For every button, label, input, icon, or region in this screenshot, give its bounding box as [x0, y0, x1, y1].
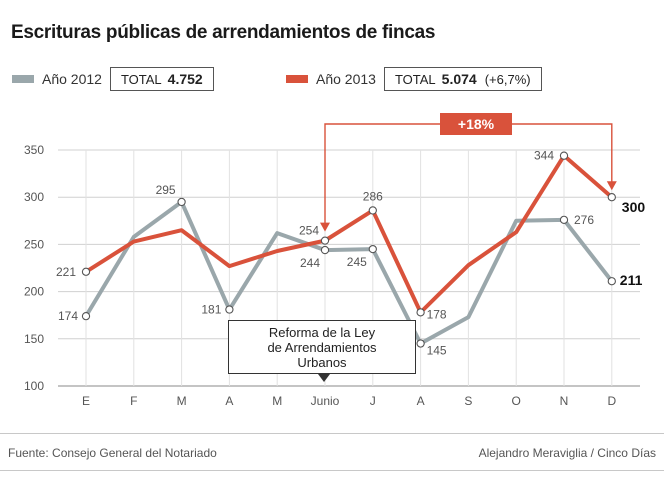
legend-swatch-2012	[12, 75, 34, 83]
point-marker-s1-6	[368, 206, 377, 215]
x-tick-label-4: M	[272, 394, 282, 408]
point-marker-s0-3	[225, 305, 234, 314]
reform-annotation-line-3: Urbanos	[297, 355, 347, 370]
data-label-s0-3: 181	[201, 303, 221, 317]
point-marker-s0-6	[368, 244, 377, 254]
point-marker-s0-11	[607, 277, 616, 286]
point-marker-s1-5	[320, 236, 330, 245]
data-label-s1-7: 178	[427, 307, 447, 321]
data-label-s1-5: 254	[299, 224, 319, 238]
data-label-s0-0: 174	[58, 309, 78, 323]
x-tick-label-7: A	[417, 394, 425, 408]
reform-annotation: Reforma de la Ley de Arrendamientos Urba…	[228, 320, 416, 374]
data-label-s0-6: 245	[347, 255, 367, 269]
chart-title: Escrituras públicas de arrendamientos de…	[11, 22, 436, 43]
data-label-s0-11: 211	[620, 272, 643, 288]
change-callout-badge	[440, 113, 512, 135]
point-marker-s0-10	[559, 215, 569, 225]
point-marker-s0-0	[81, 311, 91, 321]
y-tick-label-150: 150	[24, 332, 44, 346]
total-box-2012: TOTAL 4.752	[109, 67, 214, 91]
x-tick-label-6: J	[370, 394, 376, 408]
data-label-s1-6: 286	[363, 189, 383, 203]
point-marker-s1-0	[81, 267, 91, 276]
change-callout-arrow-end	[606, 181, 617, 191]
point-marker-s1-11	[607, 193, 616, 202]
data-label-s1-11: 300	[622, 199, 646, 215]
point-marker-s0-2	[177, 197, 186, 207]
reform-annotation-pointer	[318, 374, 330, 382]
x-tick-label-10: N	[560, 394, 569, 408]
data-label-s0-10: 276	[574, 213, 594, 227]
footer-divider-bottom	[0, 470, 664, 471]
change-callout-arrow-start	[320, 222, 330, 232]
data-label-s0-7: 145	[427, 344, 447, 358]
x-tick-label-2: M	[177, 394, 187, 408]
total-value-2012: 4.752	[167, 71, 203, 87]
change-2013: (+6,7%)	[484, 71, 531, 87]
total-box-2013: TOTAL 5.074 (+6,7%)	[383, 67, 542, 91]
data-label-s0-5: 244	[300, 256, 320, 270]
x-tick-label-8: S	[464, 394, 472, 408]
reform-annotation-line-2: de Arrendamientos	[267, 340, 377, 355]
x-tick-label-5: Junio	[311, 394, 340, 408]
source-text: Fuente: Consejo General del Notariado	[8, 446, 217, 460]
x-tick-label-9: O	[512, 394, 521, 408]
x-tick-label-11: D	[607, 394, 616, 408]
y-tick-label-350: 350	[24, 143, 44, 157]
x-tick-label-1: F	[130, 394, 137, 408]
footer-divider-top	[0, 433, 664, 434]
legend-label-2012: Año 2012	[42, 71, 102, 87]
y-tick-label-250: 250	[24, 237, 44, 251]
point-marker-s0-7	[416, 339, 425, 348]
total-value-2013: 5.074	[441, 71, 477, 87]
reform-annotation-line-1: Reforma de la Ley	[268, 325, 376, 340]
change-callout-label: +18%	[458, 116, 495, 132]
legend-2012: Año 2012 TOTAL 4.752	[12, 66, 214, 92]
x-tick-label-3: A	[225, 394, 233, 408]
y-tick-label-300: 300	[24, 190, 44, 204]
total-label-2012: TOTAL	[120, 71, 162, 87]
data-label-s1-10: 344	[534, 149, 554, 163]
y-tick-label-200: 200	[24, 285, 44, 299]
legend-2013: Año 2013 TOTAL 5.074 (+6,7%)	[286, 66, 542, 92]
legend-label-2013: Año 2013	[316, 71, 376, 87]
series-line-1	[84, 153, 614, 315]
data-label-s0-2: 295	[156, 183, 176, 197]
point-marker-s0-5	[320, 245, 330, 255]
point-marker-s1-10	[559, 151, 569, 160]
legend-swatch-2013	[286, 75, 308, 83]
point-marker-s1-7	[416, 308, 425, 317]
y-tick-label-100: 100	[24, 379, 44, 393]
data-label-s1-0: 221	[56, 265, 76, 279]
x-tick-label-0: E	[82, 394, 90, 408]
total-label-2013: TOTAL	[394, 71, 436, 87]
credit-text: Alejandro Meraviglia / Cinco Días	[478, 446, 656, 460]
